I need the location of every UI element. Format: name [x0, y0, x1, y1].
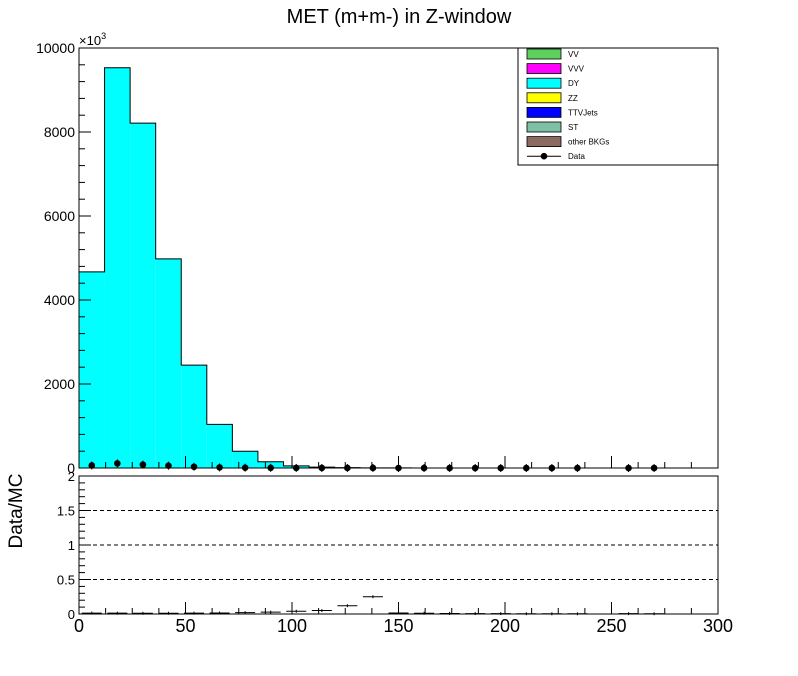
- ratio-y-tick-label: 0: [68, 607, 75, 622]
- ratio-y-tick-label: 0.5: [57, 573, 75, 588]
- x-tick-label: 0: [74, 616, 84, 636]
- legend-label: Data: [568, 152, 585, 161]
- y-tick-label: 0: [67, 460, 75, 476]
- legend-swatch: [526, 92, 562, 104]
- ratio-y-tick-label: 1: [68, 538, 75, 553]
- lower-plot: 0 0.5 1 1.5 2 0 50 100 150 200 250 300 Data/MC: [6, 469, 733, 636]
- y-tick-label: 6000: [44, 208, 75, 224]
- lower-x-axis: 0 50 100 150 200 250 300: [74, 602, 733, 636]
- ratio-reference-lines: [79, 510, 718, 580]
- legend-swatch: [526, 121, 562, 133]
- legend-label: ST: [568, 123, 578, 132]
- dy-bar: [155, 258, 182, 468]
- legend-swatch: [526, 63, 562, 74]
- x-tick-label: 250: [596, 616, 626, 636]
- legend-label: VV: [568, 50, 579, 59]
- upper-x-axis: [78, 456, 719, 468]
- legend-label: ZZ: [568, 94, 578, 103]
- y-tick-label: 2000: [44, 376, 75, 392]
- dy-bar: [130, 123, 156, 469]
- dy-bar: [79, 271, 105, 468]
- dy-histogram: [79, 67, 437, 469]
- x-tick-label: 50: [175, 616, 195, 636]
- legend-data-marker: [540, 152, 548, 160]
- x-tick-label: 300: [703, 616, 733, 636]
- y-tick-label: 8000: [44, 124, 75, 140]
- y-tick-label: 10000: [36, 40, 75, 56]
- data-point: [165, 462, 172, 469]
- lower-y-axis: 0 0.5 1 1.5 2: [57, 469, 91, 622]
- x-tick-label: 150: [383, 616, 413, 636]
- ratio-y-tick-label: 1.5: [57, 504, 75, 519]
- x-tick-label: 200: [490, 616, 520, 636]
- lower-y-axis-title: Data/MC: [6, 474, 27, 549]
- ratio-y-tick-label: 2: [68, 469, 75, 484]
- dy-bar: [181, 365, 207, 468]
- dy-bar: [206, 424, 233, 468]
- data-point: [114, 460, 121, 467]
- legend-swatch: [526, 136, 562, 148]
- data-point: [139, 461, 147, 468]
- data-point: [88, 462, 96, 469]
- upper-y-axis: 0 2000 4000 6000 8000 10000: [36, 40, 91, 476]
- legend-label: other BKGs: [568, 138, 609, 147]
- y-exponent-label: ×103: [79, 31, 106, 48]
- legend-swatch: [526, 48, 562, 60]
- data-point: [190, 463, 198, 471]
- legend-swatch: [526, 77, 562, 89]
- y-tick-label: 4000: [44, 292, 75, 308]
- x-tick-label: 100: [277, 616, 307, 636]
- data-point: [216, 464, 223, 471]
- lower-plot-area: [79, 476, 718, 614]
- legend-swatch: [526, 107, 562, 118]
- legend-label: DY: [568, 79, 580, 88]
- legend-label: TTVJets: [568, 108, 598, 117]
- chart-title: MET (m+m-) in Z-window: [287, 6, 512, 28]
- legend-label: VVV: [568, 65, 585, 74]
- dy-bar: [104, 67, 131, 469]
